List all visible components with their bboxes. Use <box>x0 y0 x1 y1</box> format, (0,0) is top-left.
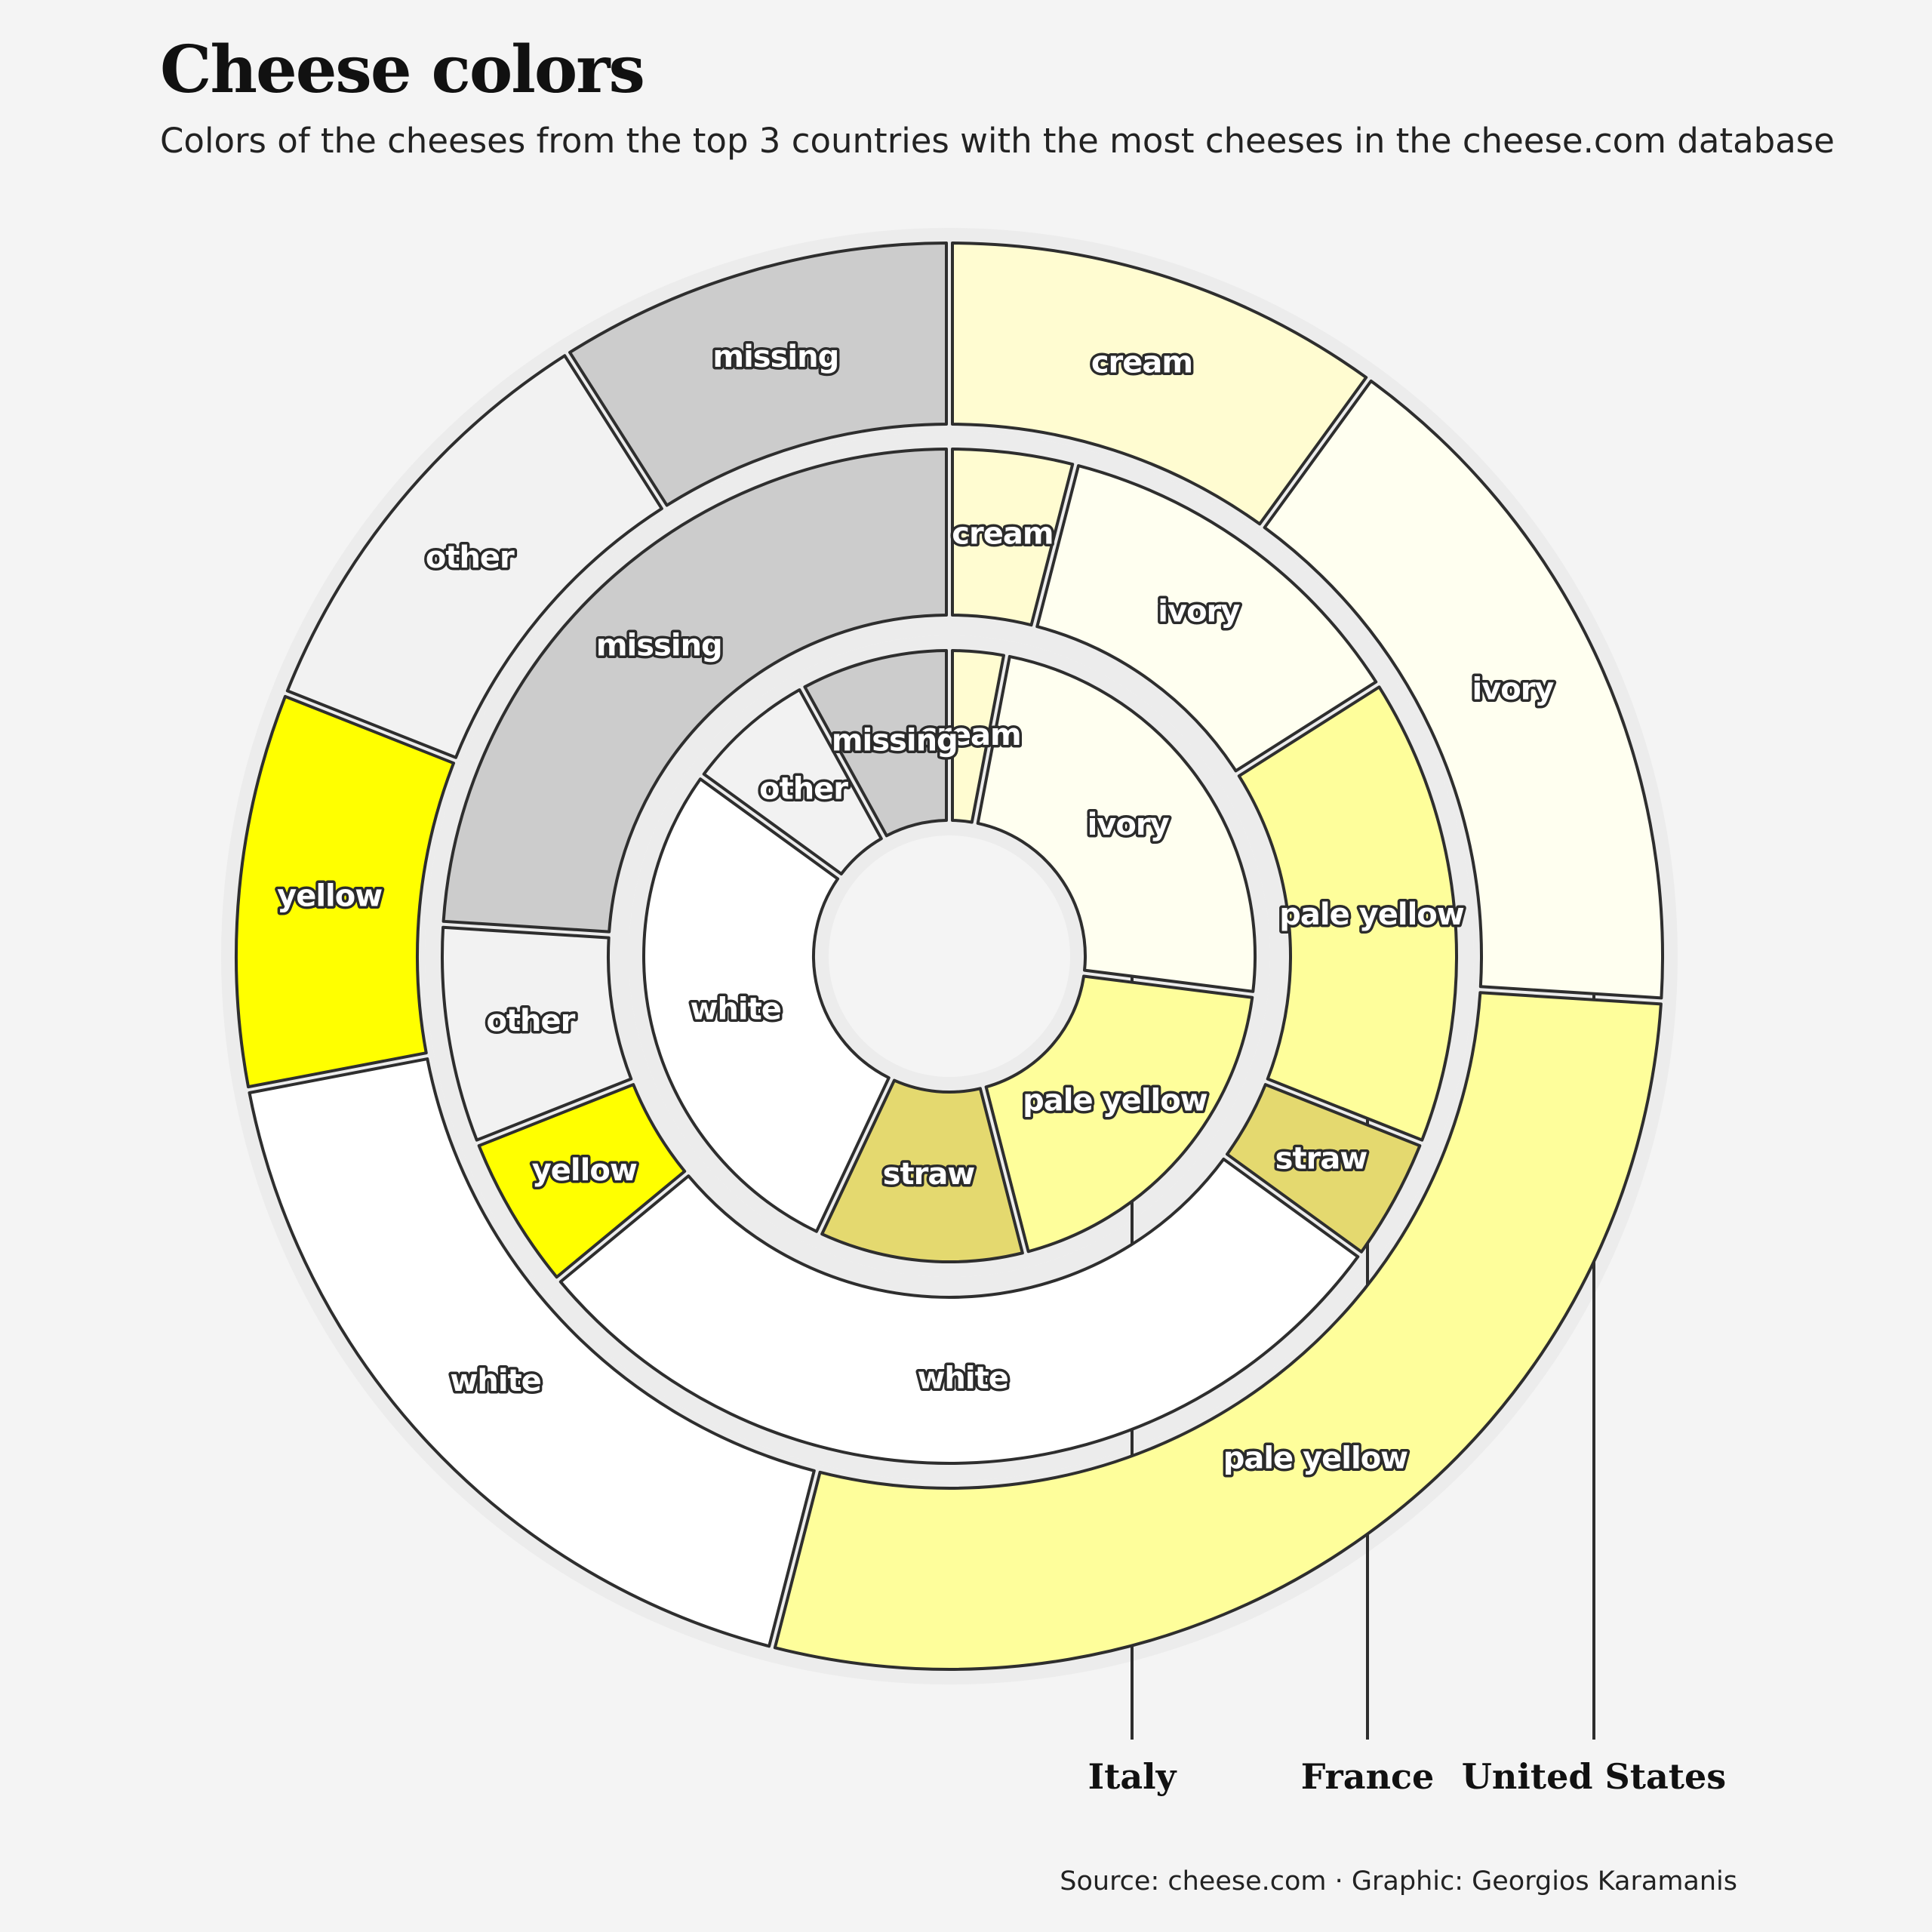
ring-label: United States <box>1462 1756 1726 1797</box>
segment-cream <box>951 242 1368 526</box>
segment-label-yellow: yellow <box>532 1153 637 1188</box>
segment-straw <box>820 1078 1024 1263</box>
segment-label-other: other <box>759 772 848 807</box>
ring-bands <box>221 228 1678 1684</box>
segment-other <box>702 688 883 875</box>
segment-straw <box>1226 1083 1422 1254</box>
segment-label-cream: cream <box>952 516 1053 551</box>
segment-label-pale-yellow: pale yellow <box>1223 1441 1407 1475</box>
segment-ivory <box>1263 379 1664 1000</box>
segment-label-straw: straw <box>883 1157 975 1192</box>
segment-label-other: other <box>486 1004 575 1038</box>
segment-yellow <box>477 1083 687 1279</box>
segment-label-white: white <box>917 1361 1008 1396</box>
segment-cream <box>951 448 1075 627</box>
segment-missing <box>441 448 948 934</box>
segment-ivory <box>976 654 1257 993</box>
segment-label-yellow: yellow <box>277 878 382 913</box>
segment-white <box>642 777 891 1233</box>
segment-label-ivory: ivory <box>1472 672 1554 707</box>
segment-label-other: other <box>426 540 515 575</box>
segment-label-ivory: ivory <box>1158 594 1240 629</box>
segment-label-pale-yellow: pale yellow <box>1023 1083 1207 1118</box>
segment-label-missing: missing <box>596 628 722 663</box>
segment-label-missing: missing <box>712 340 838 374</box>
segment-yellow <box>235 694 456 1089</box>
segment-ivory <box>1035 464 1378 773</box>
ring-labels: Italy France United States <box>1088 1756 1727 1797</box>
segment-label-straw: straw <box>1275 1142 1367 1177</box>
segment-label-white: white <box>690 992 780 1027</box>
segment-label-cream: cream <box>1091 345 1192 380</box>
ring-label: Italy <box>1088 1756 1177 1797</box>
segment-missing <box>568 242 948 507</box>
segment-other <box>285 354 663 759</box>
ring-segments <box>235 242 1664 1671</box>
segment-pale-yellow <box>1237 685 1458 1142</box>
segment-labels: cream ivory pale yellow straw white other miss… <box>275 337 1558 1478</box>
segment-cream <box>951 649 1005 824</box>
segment-label-white: white <box>450 1364 540 1398</box>
source-caption: Source: cheese.com · Graphic: Georgios K… <box>1060 1866 1737 1897</box>
segment-label-pale-yellow: pale yellow <box>1279 897 1463 932</box>
segment-white <box>248 1057 816 1648</box>
segment-pale-yellow <box>984 974 1254 1254</box>
chart-subtitle: Colors of the cheeses from the top 3 cou… <box>160 121 1835 161</box>
chart-title: Cheese colors <box>160 32 645 108</box>
segment-label-cream: cream <box>919 718 1020 752</box>
segment-label-missing: missing <box>832 724 958 758</box>
ring-label: France <box>1301 1756 1435 1797</box>
segment-label-ivory: ivory <box>1088 808 1170 842</box>
segment-missing <box>803 649 948 838</box>
segment-other <box>441 925 633 1142</box>
segment-white <box>558 1157 1360 1465</box>
segment-pale-yellow <box>773 991 1663 1671</box>
